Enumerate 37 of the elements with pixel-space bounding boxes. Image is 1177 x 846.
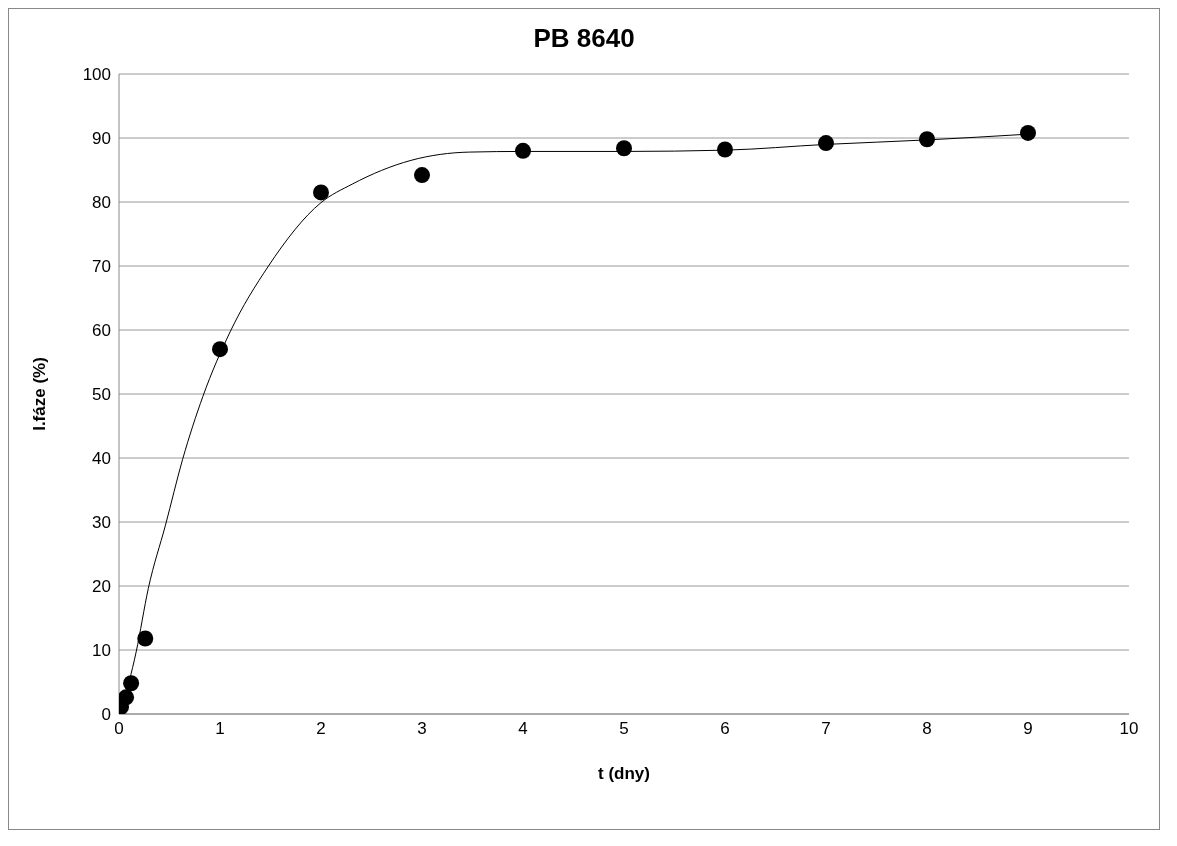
x-tick-label: 7 — [821, 719, 831, 739]
x-tick-label: 0 — [114, 719, 124, 739]
y-tick-label: 50 — [92, 385, 111, 405]
y-tick-label: 10 — [92, 641, 111, 661]
x-tick-label: 6 — [720, 719, 730, 739]
x-tick-label: 3 — [417, 719, 427, 739]
point — [818, 135, 834, 152]
y-tick-label: 30 — [92, 513, 111, 533]
x-tick-label: 10 — [1119, 719, 1139, 739]
point — [616, 140, 632, 157]
chart-title: PB 8640 — [532, 23, 636, 54]
point — [212, 341, 228, 358]
y-tick-label: 60 — [92, 321, 111, 341]
x-tick-label: 5 — [619, 719, 629, 739]
y-tick-label: 100 — [82, 65, 111, 85]
x-tick-label: 4 — [518, 719, 528, 739]
point — [1020, 124, 1036, 141]
x-axis-title: t (dny) — [598, 764, 650, 783]
point — [119, 689, 135, 706]
x-tick-label: 8 — [922, 719, 932, 739]
y-tick-label: 0 — [101, 705, 111, 725]
y-tick-label: 20 — [92, 577, 111, 597]
point — [515, 142, 531, 159]
point — [919, 131, 935, 148]
point — [123, 675, 140, 692]
y-tick-label: 70 — [92, 257, 111, 277]
y-tick-label: 90 — [92, 129, 111, 149]
point — [137, 630, 154, 647]
x-tick-label: 9 — [1023, 719, 1033, 739]
x-tick-label: 2 — [316, 719, 326, 739]
y-axis-title: I.fáze (%) — [30, 357, 50, 431]
point — [717, 141, 733, 158]
y-tick-label: 40 — [92, 449, 111, 469]
y-tick-label: 80 — [92, 193, 111, 213]
point — [414, 167, 430, 184]
point — [313, 184, 329, 201]
x-tick-label: 1 — [215, 719, 225, 739]
